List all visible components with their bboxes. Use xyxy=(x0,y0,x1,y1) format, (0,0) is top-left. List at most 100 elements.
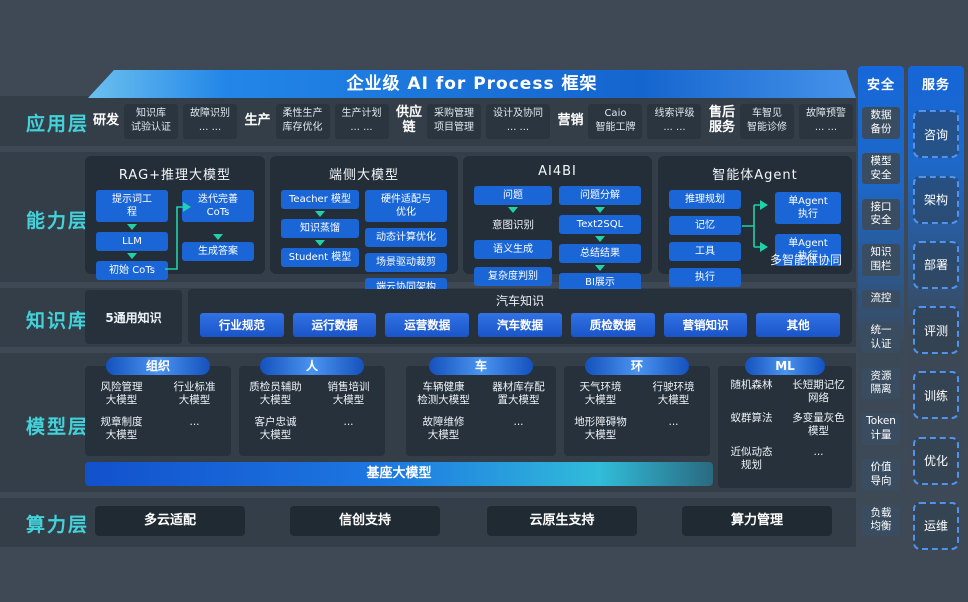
app-group-rd: 研发 知识库 试验认证 故障识别 ... ... xyxy=(93,103,238,139)
rag-step-iterate-cots: 迭代完善 CoTs xyxy=(182,190,254,222)
app-group-label: 研发 xyxy=(93,112,120,128)
service-item-operations: 运维 xyxy=(913,501,959,550)
general-knowledge-box: 5通用知识 xyxy=(85,290,182,344)
arrow-down-icon xyxy=(315,211,325,217)
model-item: 销售培训 大模型 xyxy=(327,381,370,407)
capability-box-title: 智能体Agent xyxy=(712,168,798,183)
service-item-training: 训练 xyxy=(913,371,959,420)
auto-knowledge-box: 汽车知识 行业规范 运行数据 运营数据 汽车数据 质检数据 营销知识 其他 xyxy=(188,289,852,344)
security-item-token: Token 计量 xyxy=(862,413,900,445)
app-chip: Caio 智能工牌 xyxy=(588,103,643,139)
model-item: ... xyxy=(343,416,354,429)
bi-step-intent: 意图识别 xyxy=(492,219,534,231)
capability-box-edge-model: 端侧大模型 Teacher 模型 知识蒸馏 Student 模型 硬件适配与 优… xyxy=(270,156,458,297)
model-item: ... xyxy=(189,416,200,429)
title-banner: 企业级 AI for Process 框架 xyxy=(88,70,856,98)
model-item: 随机森林 xyxy=(730,379,773,391)
model-group-people: 人 质检员辅助 大模型 销售培训 大模型 客户忠诚 大模型 ... xyxy=(239,357,385,456)
service-item-deployment: 部署 xyxy=(913,240,959,289)
service-item-architecture: 架构 xyxy=(913,175,959,224)
model-item: 天气环境 大模型 xyxy=(579,381,622,407)
rag-step-prompt: 提示词工 程 xyxy=(96,190,168,222)
model-group-environment: 环 天气环境 大模型 行驶环境 大模型 地形障碍物 大模型 ... xyxy=(564,357,710,456)
model-item: 多变量灰色 模型 xyxy=(792,412,845,438)
knowledge-chip: 汽车数据 xyxy=(478,313,562,337)
application-layer-row: 研发 知识库 试验认证 故障识别 ... ... 生产 柔性生产 库存优化 生产… xyxy=(93,100,853,142)
capability-box-title: AI4BI xyxy=(538,164,577,179)
security-header: 安全 xyxy=(866,78,895,93)
knowledge-chip: 营销知识 xyxy=(663,313,748,337)
app-group-label: 生产 xyxy=(244,112,271,128)
connector-fork xyxy=(742,200,768,252)
model-group-ml: ML 随机森林 长短期记忆 网络 蚁群算法 多变量灰色 模型 近似动态 规划 .… xyxy=(718,357,852,488)
app-group-production: 生产 柔性生产 库存优化 生产计划 ... ... xyxy=(244,103,389,139)
security-item-flowctrl: 流控 xyxy=(862,290,900,308)
arrow-down-icon xyxy=(213,234,223,240)
agent-single-exec-1: 单Agent 执行 xyxy=(775,192,841,224)
app-group-supply-chain: 供应 链 采购管理 项目管理 设计及协同 ... ... xyxy=(396,103,550,139)
agent-item-planning: 推理规划 xyxy=(669,190,741,209)
compute-item-cloudnative: 云原生支持 xyxy=(487,506,637,536)
bi-step-complexity: 复杂度判别 xyxy=(474,267,552,286)
layer-label-capability: 能力层 xyxy=(26,210,90,232)
service-item-optimization: 优化 xyxy=(913,436,959,485)
layer-label-model: 模型层 xyxy=(26,416,90,438)
bi-step-display: BI展示 xyxy=(559,273,641,292)
app-group-marketing: 营销 Caio 智能工牌 线索评级 ... ... xyxy=(557,103,702,139)
security-item-value: 价值 导向 xyxy=(862,458,900,491)
security-item-interface: 接口 安全 xyxy=(862,198,900,230)
agent-item-tools: 工具 xyxy=(669,242,741,261)
agent-single-exec-2: 单Agent 执行 xyxy=(775,234,841,266)
security-column: 安全 数据 备份 模型 安全 接口 安全 知识 围栏 流控 统一 认证 资源 隔… xyxy=(858,66,904,546)
rag-step-initial-cots: 初始 CoTs xyxy=(96,261,168,280)
layer-label-knowledge: 知识库 xyxy=(26,310,90,332)
security-item-model: 模型 安全 xyxy=(862,153,900,185)
edge-item-scenario: 场景驱动裁剪 xyxy=(365,253,447,272)
app-chip: 故障识别 ... ... xyxy=(183,103,238,139)
model-group-vehicle: 车 车辆健康 检测大模型 器材库存配 置大模型 故障维修 大模型 ... xyxy=(406,357,556,456)
model-group-pill: 组织 xyxy=(106,357,210,375)
rag-step-llm: LLM xyxy=(96,232,168,251)
capability-box-title: 端侧大模型 xyxy=(328,168,399,183)
model-item: 质检员辅助 大模型 xyxy=(249,381,302,407)
model-item: 近似动态 规划 xyxy=(730,445,773,471)
app-chip: 知识库 试验认证 xyxy=(124,103,179,139)
model-item: ... xyxy=(813,445,824,458)
model-group-pill: 车 xyxy=(429,357,533,375)
model-item: 地形障碍物 大模型 xyxy=(574,416,627,442)
service-header: 服务 xyxy=(921,78,950,93)
model-group-pill: ML xyxy=(745,357,825,375)
capability-box-title: RAG+推理大模型 xyxy=(118,168,232,183)
model-group-organization: 组织 风险管理 大模型 行业标准 大模型 规章制度 大模型 ... xyxy=(85,357,231,456)
rag-step-answer: 生成答案 xyxy=(182,242,254,261)
arrow-down-icon xyxy=(595,265,605,271)
page-title: 企业级 AI for Process 框架 xyxy=(346,74,598,94)
app-chip: 故障预警 ... ... xyxy=(798,103,853,139)
model-group-pill: 环 xyxy=(585,357,689,375)
model-item: ... xyxy=(668,416,679,429)
app-chip: 线索评级 ... ... xyxy=(647,103,702,139)
model-item: 器材库存配 置大模型 xyxy=(492,381,545,407)
bi-step-semantic: 语义生成 xyxy=(474,240,552,259)
app-chip: 柔性生产 库存优化 xyxy=(275,103,330,139)
app-chip: 采购管理 项目管理 xyxy=(426,103,481,139)
edge-step-distill: 知识蒸馏 xyxy=(281,219,359,238)
model-item: 车辆健康 检测大模型 xyxy=(417,381,470,407)
knowledge-chip-row: 行业规范 运行数据 运营数据 汽车数据 质检数据 营销知识 其他 xyxy=(188,309,852,337)
security-item-loadbalance: 负载 均衡 xyxy=(862,504,900,536)
security-item-isolation: 资源 隔离 xyxy=(862,367,900,399)
security-item-auth: 统一 认证 xyxy=(862,322,900,354)
arrow-down-icon xyxy=(595,207,605,213)
agent-item-execute: 执行 xyxy=(669,268,741,287)
knowledge-chip: 质检数据 xyxy=(570,313,655,337)
agent-item-memory: 记忆 xyxy=(669,216,741,235)
capability-box-ai4bi: AI4BI 问题 意图识别 语义生成 复杂度判别 问题分解 Text2SQL 总… xyxy=(463,156,652,292)
foundation-model-bar: 基座大模型 xyxy=(85,462,713,486)
service-column: 服务 咨询 架构 部署 评测 训练 优化 运维 xyxy=(908,66,964,558)
edge-step-student: Student 模型 xyxy=(281,248,359,267)
model-item: 蚁群算法 xyxy=(730,412,773,425)
edge-item-dynamic: 动态计算优化 xyxy=(365,228,447,247)
model-item: ... xyxy=(513,416,524,429)
model-item: 行驶环境 大模型 xyxy=(652,381,695,407)
